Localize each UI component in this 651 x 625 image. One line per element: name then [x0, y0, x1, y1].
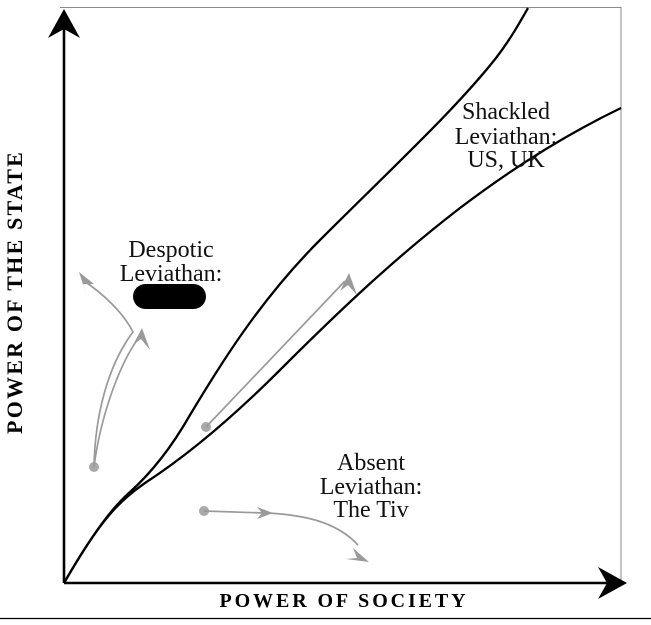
svg-text:Leviathan:: Leviathan: — [120, 261, 223, 287]
svg-text:Despotic: Despotic — [128, 237, 213, 263]
svg-text:Absent: Absent — [337, 450, 405, 476]
svg-text:The Tiv: The Tiv — [333, 497, 408, 523]
svg-text:US, UK: US, UK — [467, 147, 545, 173]
svg-text:Shackled: Shackled — [462, 99, 550, 125]
svg-text:POWER OF THE STATE: POWER OF THE STATE — [2, 150, 27, 434]
svg-text:POWER OF SOCIETY: POWER OF SOCIETY — [219, 590, 468, 612]
